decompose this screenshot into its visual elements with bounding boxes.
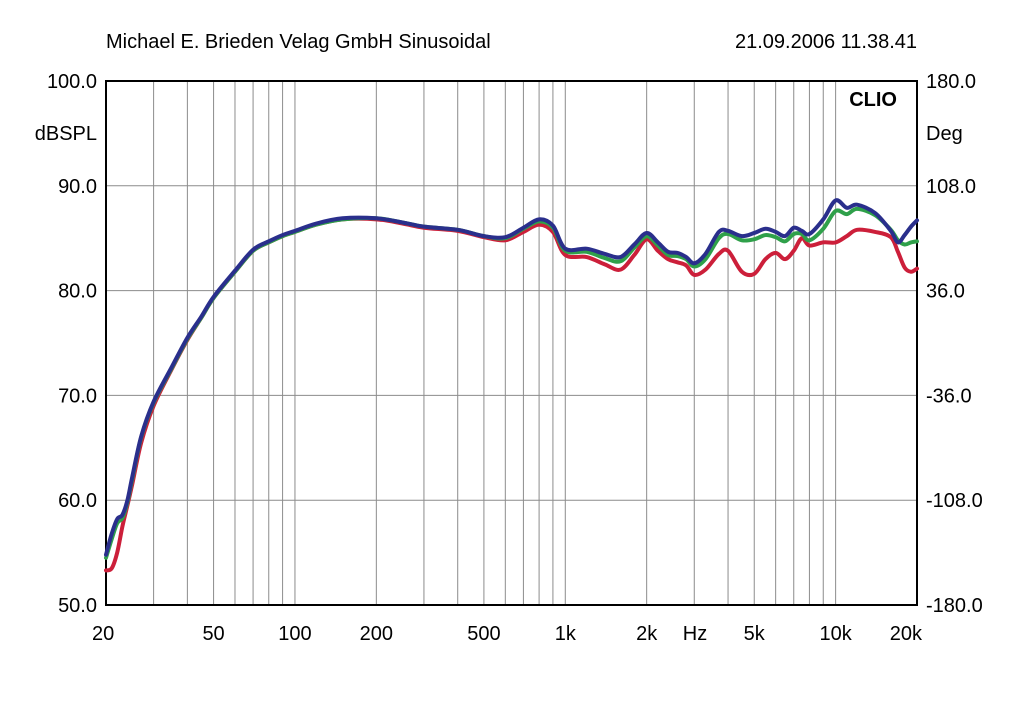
y-tick-label: 60.0 [58, 490, 97, 512]
y-tick-label: 70.0 [58, 385, 97, 407]
series-line-1 [104, 216, 919, 573]
y-tick-label: 80.0 [58, 281, 97, 303]
y2-tick-labels: 180.0 108.0 36.0 -36.0 -108.0 -180.0 [926, 71, 983, 617]
series-line-3 [104, 198, 919, 557]
y2-tick-label: -180.0 [926, 595, 983, 617]
x-tick-label: 5k [744, 623, 766, 645]
x-tick-label: 200 [360, 623, 393, 645]
y2-tick-label: -108.0 [926, 490, 983, 512]
y2-tick-label: 180.0 [926, 71, 976, 93]
y2-tick-label: 108.0 [926, 176, 976, 198]
chart-title: Michael E. Brieden Velag GmbH Sinusoidal [106, 31, 491, 53]
plot-frame [105, 80, 918, 606]
y2-axis-label: Deg [926, 123, 963, 145]
x-tick-label: 20k [890, 623, 923, 645]
y2-tick-label: -36.0 [926, 385, 972, 407]
x-tick-labels: 20 50 100 200 500 1k 2k 5k 10k 20k [92, 623, 923, 645]
y2-tick-label: 36.0 [926, 281, 965, 303]
x-tick-label: 2k [636, 623, 658, 645]
clio-brand-label: CLIO [849, 89, 897, 111]
x-tick-label: 50 [202, 623, 224, 645]
x-tick-label: 500 [467, 623, 500, 645]
y-tick-label: 90.0 [58, 176, 97, 198]
y-tick-label: 50.0 [58, 595, 97, 617]
x-unit-label: Hz [683, 623, 707, 645]
y-tick-label: 100.0 [47, 71, 97, 93]
x-tick-label: 1k [555, 623, 577, 645]
grid [106, 81, 917, 605]
series-line-2 [104, 206, 919, 560]
y-tick-labels: 100.0 90.0 80.0 70.0 60.0 50.0 [47, 71, 97, 617]
y-axis-label: dBSPL [35, 123, 97, 145]
series-layer [104, 198, 919, 573]
x-tick-label: 20 [92, 623, 114, 645]
x-tick-label: 100 [278, 623, 311, 645]
x-tick-label: 10k [819, 623, 852, 645]
timestamp: 21.09.2006 11.38.41 [735, 31, 917, 53]
